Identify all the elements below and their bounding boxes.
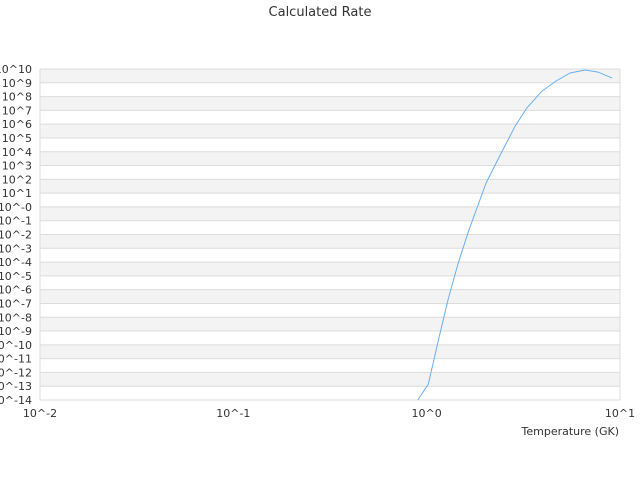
grid-band — [40, 289, 620, 304]
y-tick-label: 10^-0 — [0, 201, 32, 214]
y-tick-label: 10^7 — [2, 104, 32, 117]
grid-band — [40, 124, 620, 138]
grid-band — [40, 317, 620, 332]
grid-band — [40, 110, 620, 125]
grid-band — [40, 179, 620, 194]
grid-band — [40, 96, 620, 111]
grid-band — [40, 372, 620, 387]
y-tick-label: 10^-11 — [0, 353, 32, 366]
y-tick-label: 10^-8 — [0, 311, 32, 324]
y-tick-label: 10^-9 — [0, 325, 32, 338]
y-tick-label: 10^-12 — [0, 366, 32, 379]
y-tick-label: 10^1 — [2, 187, 32, 200]
grid-band — [40, 193, 620, 207]
grid-band — [40, 344, 620, 359]
y-tick-label: 10^-6 — [0, 284, 32, 297]
y-tick-label: 10^4 — [2, 146, 32, 159]
grid-band — [40, 303, 620, 318]
grid-band — [40, 82, 620, 97]
y-tick-label: 10^-3 — [0, 242, 32, 255]
grid-band — [40, 358, 620, 373]
y-tick-label: 10^2 — [2, 173, 32, 186]
y-tick-label: 10^-5 — [0, 270, 32, 283]
grid-band — [40, 220, 620, 235]
y-tick-label: 10^3 — [2, 160, 32, 173]
x-tick-label: 10^0 — [412, 407, 442, 420]
grid-band — [40, 151, 620, 166]
series-line — [417, 69, 613, 401]
y-tick-label: 10^-4 — [0, 256, 32, 269]
grid-band — [40, 331, 620, 345]
grid-band — [40, 69, 620, 83]
grid-band — [40, 262, 620, 276]
y-tick-label: 10^-10 — [0, 339, 32, 352]
y-tick-label: 10^-7 — [0, 297, 32, 310]
grid-band — [40, 234, 620, 249]
grid-band — [40, 386, 620, 400]
y-tick-label: 10^6 — [2, 118, 32, 131]
y-tick-label: 10^10 — [0, 63, 32, 76]
x-tick-label: 10^-2 — [23, 407, 57, 420]
y-tick-label: 10^-14 — [0, 394, 32, 407]
grid-band — [40, 275, 620, 290]
y-tick-label: 10^9 — [2, 77, 32, 90]
y-tick-label: 10^-2 — [0, 229, 32, 242]
grid-band — [40, 137, 620, 152]
x-tick-label: 10^1 — [605, 407, 635, 420]
y-tick-label: 10^8 — [2, 91, 32, 104]
y-tick-label: 10^5 — [2, 132, 32, 145]
chart-title: Calculated Rate — [269, 5, 372, 20]
grid-band — [40, 206, 620, 221]
grid-band — [40, 165, 620, 180]
y-tick-label: 10^-13 — [0, 380, 32, 393]
grid-band — [40, 248, 620, 263]
x-tick-label: 10^-1 — [216, 407, 250, 420]
y-tick-label: 10^-1 — [0, 215, 32, 228]
x-axis-label: Temperature (GK) — [521, 425, 620, 438]
